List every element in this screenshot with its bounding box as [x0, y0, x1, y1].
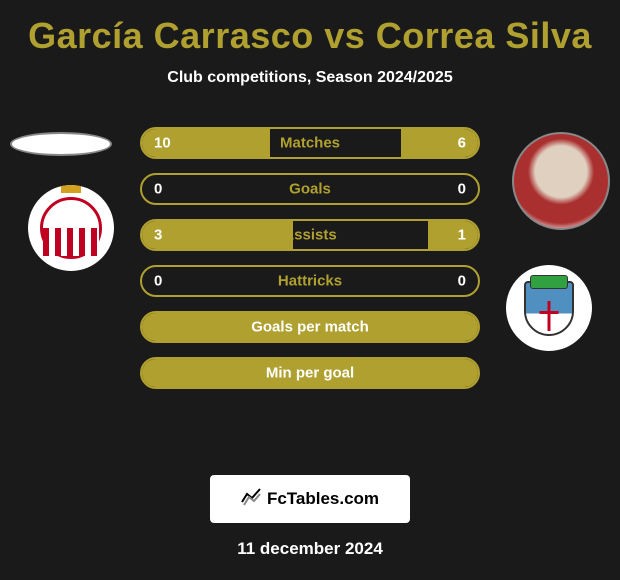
club-logo-right — [506, 265, 592, 351]
stat-value-left: 3 — [154, 227, 162, 244]
stats-bars: 10 6 Matches 0 0 Goals 3 1 Assists 0 0 Hattricks Goa… — [140, 127, 480, 403]
stat-label: Goals per match — [251, 319, 369, 336]
celta-vigo-icon — [506, 265, 592, 351]
stat-label: Goals — [289, 181, 331, 198]
stat-value-right: 0 — [458, 181, 466, 198]
stat-fill-right — [401, 129, 478, 157]
club-logo-left — [28, 185, 114, 271]
stat-row: Goals per match — [140, 311, 480, 343]
stat-value-left: 10 — [154, 135, 171, 152]
sporting-gijon-icon — [28, 185, 114, 271]
stat-value-left: 0 — [154, 181, 162, 198]
subtitle: Club competitions, Season 2024/2025 — [0, 69, 620, 87]
stat-label: Min per goal — [266, 365, 354, 382]
comparison-area: 10 6 Matches 0 0 Goals 3 1 Assists 0 0 Hattricks Goa… — [0, 117, 620, 467]
watermark-badge: FcTables.com — [210, 475, 410, 523]
stat-value-left: 0 — [154, 273, 162, 290]
stat-value-right: 1 — [458, 227, 466, 244]
stat-row: 0 0 Goals — [140, 173, 480, 205]
date-text: 11 december 2024 — [0, 539, 620, 559]
stat-value-right: 0 — [458, 273, 466, 290]
stat-label: Hattricks — [278, 273, 342, 290]
stat-row: 3 1 Assists — [140, 219, 480, 251]
stat-label: Assists — [283, 227, 336, 244]
watermark-text: FcTables.com — [267, 489, 379, 509]
chart-icon — [241, 488, 261, 511]
stat-fill-right — [428, 221, 478, 249]
comparison-infographic: García Carrasco vs Correa Silva Club com… — [0, 0, 620, 580]
stat-row: Min per goal — [140, 357, 480, 389]
player-avatar-right — [512, 132, 610, 230]
stat-row: 10 6 Matches — [140, 127, 480, 159]
stat-label: Matches — [280, 135, 340, 152]
stat-row: 0 0 Hattricks — [140, 265, 480, 297]
stat-value-right: 6 — [458, 135, 466, 152]
stat-fill-left — [142, 221, 293, 249]
page-title: García Carrasco vs Correa Silva — [0, 15, 620, 57]
player-avatar-left — [10, 132, 112, 156]
